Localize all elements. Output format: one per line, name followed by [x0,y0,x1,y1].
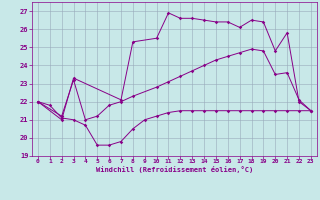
X-axis label: Windchill (Refroidissement éolien,°C): Windchill (Refroidissement éolien,°C) [96,166,253,173]
